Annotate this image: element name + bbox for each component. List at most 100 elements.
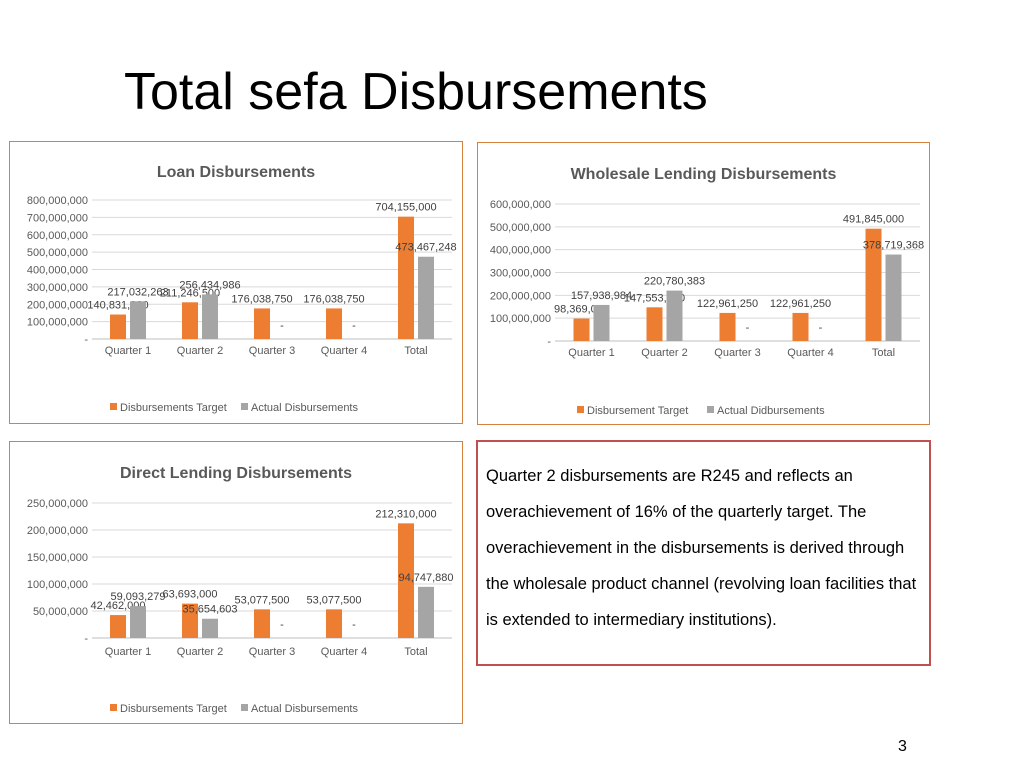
x-tick-label: Quarter 4	[787, 347, 833, 359]
y-tick-label: 200,000,000	[27, 299, 88, 311]
slide-title: Total sefa Disbursements	[124, 63, 708, 121]
data-label: -	[352, 320, 356, 332]
target-bar	[573, 318, 590, 341]
actual-bar	[418, 256, 434, 339]
actual-bar	[666, 290, 683, 341]
direct-lending-chart: Direct Lending Disbursements - 50,000,000 1…	[9, 441, 463, 724]
legend-swatch	[707, 406, 714, 413]
target-bar	[646, 307, 663, 341]
data-label: 491,845,000	[843, 214, 904, 226]
y-tick-label: 100,000,000	[490, 313, 551, 325]
data-label: 53,077,500	[306, 594, 361, 606]
data-label: 220,780,383	[644, 276, 705, 288]
legend-label: Disbursements Target	[120, 703, 227, 715]
actual-bar	[130, 606, 146, 638]
data-label: 176,038,750	[303, 293, 364, 305]
legend-swatch	[241, 704, 248, 711]
legend-label: Disbursements Target	[120, 402, 227, 414]
data-label: 378,719,368	[863, 240, 924, 252]
data-label: -	[819, 322, 823, 334]
x-tick-label: Quarter 4	[321, 646, 367, 658]
x-tick-label: Quarter 3	[249, 345, 295, 357]
target-bar	[792, 312, 809, 341]
chart-title: Wholesale Lending Disbursements	[571, 166, 837, 183]
legend-label: Disbursement Target	[587, 405, 688, 417]
data-label: -	[280, 320, 284, 332]
y-tick-label: -	[84, 633, 88, 645]
y-tick-label: 200,000,000	[27, 525, 88, 537]
x-tick-label: Total	[404, 345, 427, 357]
legend-swatch	[577, 406, 584, 413]
target-bar	[110, 615, 126, 638]
target-bar	[254, 609, 270, 638]
y-tick-label: 150,000,000	[27, 552, 88, 564]
y-tick-label: 600,000,000	[27, 230, 88, 242]
y-tick-label: 700,000,000	[27, 212, 88, 224]
y-tick-label: 500,000,000	[27, 247, 88, 259]
y-tick-label: 100,000,000	[27, 317, 88, 329]
data-label: -	[280, 619, 284, 631]
y-tick-label: -	[84, 334, 88, 346]
x-tick-label: Quarter 3	[714, 347, 760, 359]
y-tick-label: 300,000,000	[490, 268, 551, 280]
actual-bar	[202, 294, 218, 339]
x-tick-label: Quarter 2	[641, 347, 687, 359]
data-label: 94,747,880	[398, 572, 453, 584]
actual-bar	[593, 304, 610, 341]
data-label: 59,093,279	[110, 591, 165, 603]
data-label: 63,693,000	[162, 589, 217, 601]
target-bar	[719, 312, 736, 341]
y-tick-label: -	[547, 336, 551, 348]
target-bar	[326, 609, 342, 638]
y-tick-label: 250,000,000	[27, 498, 88, 510]
legend-swatch	[110, 704, 117, 711]
data-label: 256,434,986	[179, 279, 240, 291]
data-label: 157,938,984	[571, 290, 632, 302]
target-bar	[398, 523, 414, 638]
data-label: 704,155,000	[375, 202, 436, 214]
y-tick-label: 50,000,000	[33, 606, 88, 618]
data-label: 35,654,603	[182, 604, 237, 616]
y-tick-label: 100,000,000	[27, 579, 88, 591]
actual-bar	[202, 618, 218, 638]
legend-swatch	[241, 403, 248, 410]
x-tick-label: Quarter 1	[105, 646, 151, 658]
x-tick-label: Total	[872, 347, 895, 359]
chart-title: Loan Disbursements	[157, 164, 315, 181]
target-bar	[326, 308, 342, 339]
actual-bar	[130, 301, 146, 339]
x-tick-label: Quarter 2	[177, 646, 223, 658]
x-tick-label: Quarter 2	[177, 345, 223, 357]
chart-svg: Direct Lending Disbursements - 50,000,000 1…	[27, 465, 454, 715]
actual-bar	[418, 586, 434, 638]
target-bar	[182, 302, 198, 339]
actual-bar	[885, 254, 902, 341]
chart-svg: Wholesale Lending Disbursements - 100,000,…	[490, 166, 924, 417]
commentary-text: Quarter 2 disbursements are R245 and ref…	[486, 467, 917, 629]
data-label: 122,961,250	[697, 298, 758, 310]
x-tick-label: Quarter 4	[321, 345, 367, 357]
x-tick-label: Total	[404, 646, 427, 658]
y-tick-label: 600,000,000	[490, 199, 551, 211]
chart-svg: Loan Disbursements - 100,000,000 200,000,00…	[27, 164, 457, 414]
legend-swatch	[110, 403, 117, 410]
y-tick-label: 400,000,000	[490, 245, 551, 257]
x-tick-label: Quarter 1	[105, 345, 151, 357]
data-label: 53,077,500	[234, 594, 289, 606]
target-bar	[865, 228, 882, 341]
target-bar	[110, 314, 126, 339]
legend-label: Actual Didbursements	[717, 405, 825, 417]
x-tick-label: Quarter 3	[249, 646, 295, 658]
y-tick-label: 300,000,000	[27, 282, 88, 294]
y-tick-label: 400,000,000	[27, 265, 88, 277]
legend-label: Actual Disbursements	[251, 402, 358, 414]
target-bar	[398, 216, 414, 339]
data-label: 176,038,750	[231, 293, 292, 305]
data-label: 473,467,248	[395, 242, 456, 254]
data-label: -	[352, 619, 356, 631]
legend-label: Actual Disbursements	[251, 703, 358, 715]
target-bar	[254, 308, 270, 339]
commentary-box: Quarter 2 disbursements are R245 and ref…	[476, 440, 931, 666]
page-number: 3	[898, 738, 907, 755]
x-tick-label: Quarter 1	[568, 347, 614, 359]
